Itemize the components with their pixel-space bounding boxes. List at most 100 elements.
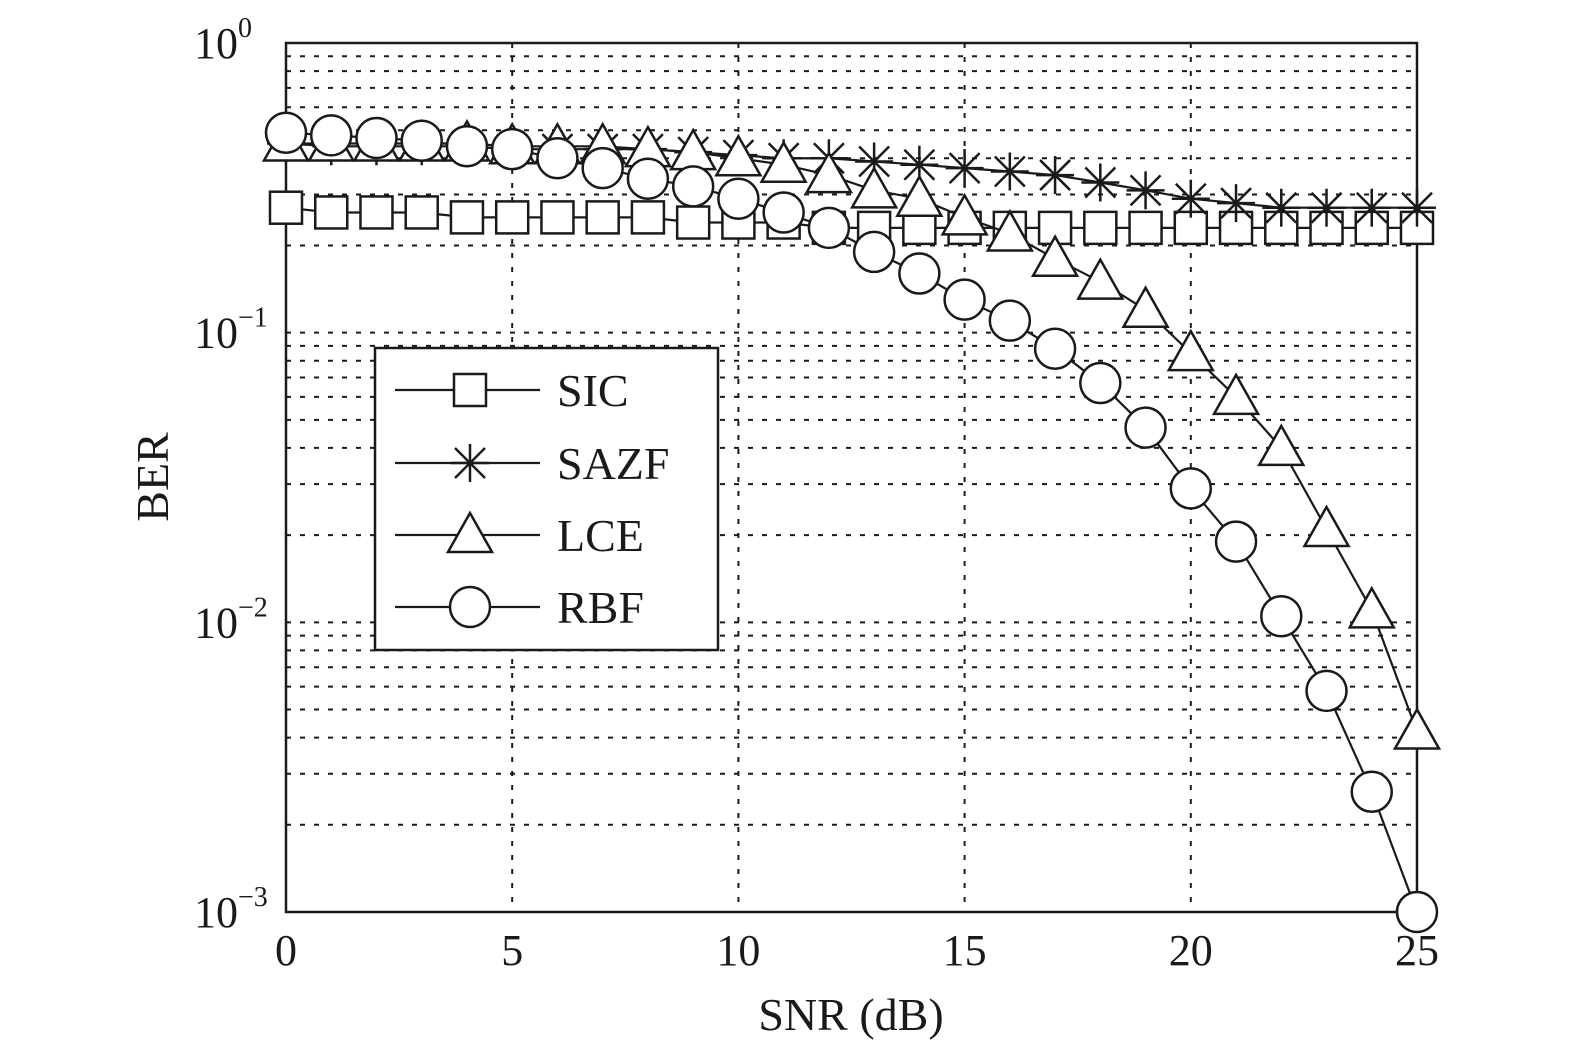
data-point-sic — [675, 205, 711, 240]
grid-lines — [286, 43, 1417, 912]
legend-item-sazf: SAZF — [395, 438, 669, 489]
data-point-sic — [1083, 210, 1118, 246]
data-point-sic — [585, 200, 620, 235]
x-tick-label: 0 — [275, 926, 297, 975]
asterisk-stroke — [454, 447, 486, 479]
data-point-sic — [449, 200, 485, 235]
data-point-sic — [630, 200, 666, 235]
asterisk-stroke — [903, 148, 936, 181]
asterisk-stroke — [1129, 174, 1162, 207]
asterisk-stroke — [858, 145, 891, 178]
data-point-rbf — [1169, 467, 1213, 510]
legend-label-sic: SIC — [557, 365, 629, 416]
data-point-rbf — [1260, 594, 1303, 638]
x-axis-label: SNR (dB) — [758, 989, 943, 1040]
data-point-lce — [1302, 504, 1351, 548]
y-tick-exponent: −3 — [238, 882, 268, 913]
plot-frame — [284, 41, 1419, 914]
data-point-sazf — [1036, 156, 1075, 195]
data-point-sic — [268, 190, 304, 225]
data-point-rbf — [898, 252, 941, 295]
data-point-rbf — [988, 299, 1032, 342]
data-point-sazf — [1171, 179, 1210, 218]
data-point-rbf — [1214, 520, 1258, 563]
data-point-sic — [1128, 210, 1163, 246]
data-point-sazf — [900, 145, 939, 184]
data-point-sic — [540, 200, 575, 235]
y-tick-label: 10 — [194, 19, 238, 68]
data-point-sazf — [945, 149, 984, 188]
data-point-sic — [359, 195, 394, 230]
data-point-sazf — [1217, 184, 1256, 223]
asterisk-stroke — [948, 152, 981, 184]
y-tick-exponent: 0 — [238, 13, 252, 44]
series-sic — [268, 190, 1435, 246]
data-point-rbf — [445, 125, 489, 168]
x-tick-label: 25 — [1395, 926, 1439, 975]
data-point-rbf — [943, 278, 986, 321]
asterisk-stroke — [1401, 191, 1433, 224]
data-point-rbf — [264, 111, 308, 154]
data-point-rbf — [762, 191, 805, 234]
data-point-lce — [1030, 234, 1080, 277]
data-point-rbf — [717, 177, 760, 220]
asterisk-stroke — [1039, 159, 1071, 191]
data-point-lce — [1347, 585, 1396, 629]
legend-marker-sic — [452, 372, 488, 408]
data-point-lce — [669, 127, 718, 171]
x-tick-label: 10 — [716, 926, 760, 975]
legend-label-lce: LCE — [557, 510, 644, 561]
legend-label-rbf: RBF — [557, 582, 644, 633]
data-point-lce — [1211, 372, 1261, 416]
y-tick-label: 10 — [194, 598, 238, 647]
data-point-lce — [804, 150, 854, 194]
data-point-sic — [404, 195, 439, 230]
asterisk-stroke — [1265, 191, 1298, 224]
data-point-lce — [714, 133, 763, 177]
asterisk-stroke — [1220, 187, 1252, 220]
legend: SIC SAZF LCE RBF — [373, 346, 720, 652]
legend-marker-lce — [445, 510, 495, 554]
data-point-lce — [985, 208, 1034, 252]
series-rbf — [264, 111, 1439, 934]
legend-item-sic: SIC — [395, 365, 629, 416]
data-point-rbf — [852, 230, 896, 274]
data-point-lce — [895, 174, 944, 217]
y-tick-exponent: −1 — [238, 303, 268, 334]
data-point-lce — [1076, 257, 1125, 300]
data-point-rbf — [400, 119, 443, 162]
data-point-rbf — [1079, 361, 1122, 405]
legend-box — [373, 346, 720, 652]
data-point-rbf — [1124, 406, 1167, 449]
x-tick-label: 15 — [943, 926, 987, 975]
data-point-sazf — [1352, 188, 1391, 227]
data-point-rbf — [536, 137, 579, 180]
asterisk-stroke — [1355, 191, 1388, 224]
data-point-sazf — [990, 152, 1029, 191]
data-point-lce — [1257, 423, 1306, 467]
data-point-sazf — [1126, 171, 1165, 210]
legend-item-lce: LCE — [395, 510, 644, 561]
asterisk-stroke — [1310, 191, 1343, 224]
data-point-rbf — [807, 206, 851, 250]
y-tick-label: 10 — [194, 309, 238, 358]
data-point-sazf — [1081, 163, 1120, 202]
data-point-sazf — [1262, 188, 1301, 227]
data-point-rbf — [581, 146, 624, 190]
legend-item-rbf: RBF — [395, 582, 644, 633]
legend-label-sazf: SAZF — [557, 438, 669, 489]
data-point-sazf — [1398, 188, 1436, 227]
data-point-lce — [759, 140, 808, 183]
x-tick-label: 5 — [501, 926, 523, 975]
data-series — [261, 111, 1442, 934]
x-tick-label: 20 — [1169, 926, 1213, 975]
legend-marker-rbf — [448, 585, 492, 629]
y-axis-label: BER — [127, 432, 178, 522]
data-point-sic — [494, 200, 530, 235]
data-point-rbf — [355, 116, 398, 160]
asterisk-stroke — [1174, 182, 1207, 215]
data-point-lce — [849, 165, 899, 209]
data-point-rbf — [1350, 770, 1394, 814]
